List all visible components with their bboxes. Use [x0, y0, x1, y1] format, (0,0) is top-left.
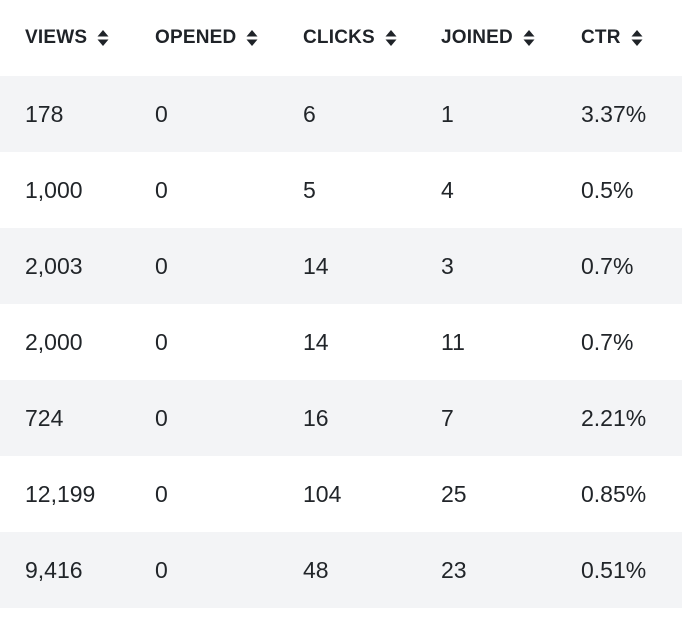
cell-clicks: 5	[303, 176, 316, 203]
sort-icon[interactable]	[385, 29, 397, 47]
cell-views: 2,003	[25, 252, 83, 279]
cell-opened: 0	[155, 404, 168, 431]
cell-joined: 4	[441, 176, 454, 203]
column-header-clicks[interactable]: CLICKS	[303, 0, 397, 76]
cell-ctr: 3.37%	[581, 100, 647, 127]
column-header-ctr[interactable]: CTR	[581, 0, 643, 76]
cell-opened: 0	[155, 100, 168, 127]
table-row: 2,000 0 14 11 0.7%	[0, 304, 682, 380]
cell-joined: 25	[441, 480, 467, 507]
cell-clicks: 104	[303, 480, 342, 507]
table-row: 12,199 0 104 25 0.85%	[0, 456, 682, 532]
cell-opened: 0	[155, 480, 168, 507]
cell-clicks: 48	[303, 556, 329, 583]
sort-icon[interactable]	[246, 29, 258, 47]
cell-views: 9,416	[25, 556, 83, 583]
column-header-label: OPENED	[155, 27, 237, 48]
cell-views: 1,000	[25, 176, 83, 203]
cell-opened: 0	[155, 176, 168, 203]
cell-views: 12,199	[25, 480, 96, 507]
cell-ctr: 0.7%	[581, 252, 634, 279]
column-header-label: JOINED	[441, 27, 513, 48]
column-header-views[interactable]: VIEWS	[25, 0, 109, 76]
sort-icon[interactable]	[97, 29, 109, 47]
cell-clicks: 6	[303, 100, 316, 127]
cell-joined: 11	[441, 328, 465, 355]
cell-views: 2,000	[25, 328, 83, 355]
table-row: 178 0 6 1 3.37%	[0, 76, 682, 152]
cell-clicks: 16	[303, 404, 329, 431]
table-row: 724 0 16 7 2.21%	[0, 380, 682, 456]
cell-opened: 0	[155, 328, 168, 355]
cell-views: 178	[25, 100, 64, 127]
cell-joined: 23	[441, 556, 467, 583]
cell-ctr: 2.21%	[581, 404, 647, 431]
cell-clicks: 14	[303, 328, 329, 355]
column-header-joined[interactable]: JOINED	[441, 0, 535, 76]
cell-ctr: 0.85%	[581, 480, 647, 507]
table-row: 1,000 0 5 4 0.5%	[0, 152, 682, 228]
table-row: 2,003 0 14 3 0.7%	[0, 228, 682, 304]
sort-icon[interactable]	[631, 29, 643, 47]
cell-joined: 7	[441, 404, 454, 431]
cell-clicks: 14	[303, 252, 329, 279]
column-header-opened[interactable]: OPENED	[155, 0, 258, 76]
table-header-row: VIEWS OPENED CLICKS JOINED CTR	[0, 0, 682, 76]
cell-opened: 0	[155, 556, 168, 583]
cell-ctr: 0.51%	[581, 556, 647, 583]
column-header-label: CTR	[581, 27, 621, 48]
column-header-label: VIEWS	[25, 27, 88, 48]
cell-joined: 3	[441, 252, 454, 279]
sort-icon[interactable]	[523, 29, 535, 47]
cell-ctr: 0.7%	[581, 328, 634, 355]
column-header-label: CLICKS	[303, 27, 375, 48]
cell-ctr: 0.5%	[581, 176, 634, 203]
table-row: 9,416 0 48 23 0.51%	[0, 532, 682, 608]
cell-opened: 0	[155, 252, 168, 279]
cell-views: 724	[25, 404, 64, 431]
cell-joined: 1	[441, 100, 454, 127]
